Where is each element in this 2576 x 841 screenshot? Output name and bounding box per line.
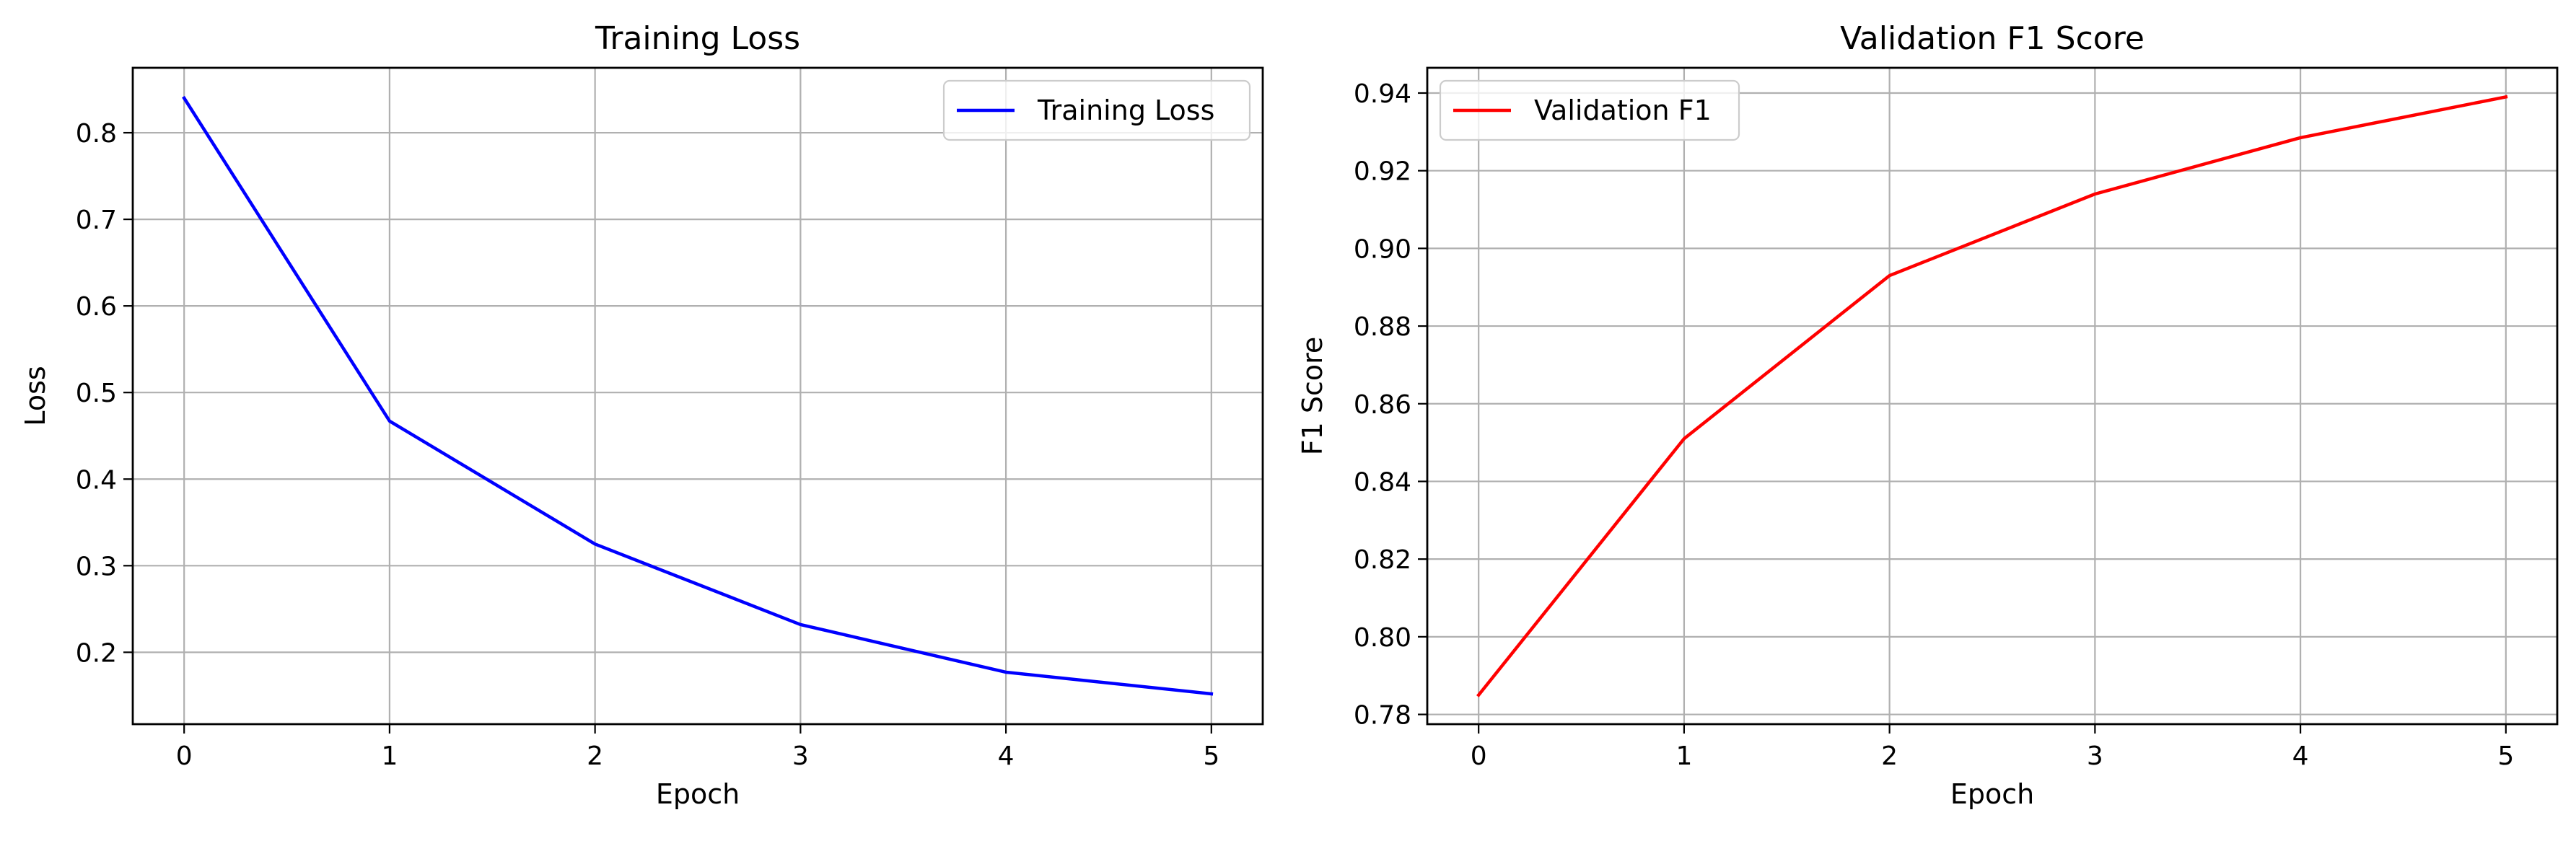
f1-x-tick-label-5: 5 <box>2497 741 2514 771</box>
loss-y-tick-label-4: 0.6 <box>76 292 117 322</box>
validation-f1-chart: 0 1 2 3 4 5 0.78 0.80 0.82 0.84 0.86 0.88 0.90 0.92 0.… <box>1297 20 2559 810</box>
f1-chart-title: Validation F1 Score <box>1840 20 2145 57</box>
f1-x-axis-label: Epoch <box>1950 778 2034 810</box>
f1-series-line-0 <box>1476 94 2508 697</box>
f1-x-tick-label-2: 2 <box>1881 741 1898 771</box>
f1-y-tick-label-0: 0.78 <box>1354 701 1411 731</box>
f1-x-tick-label-1: 1 <box>1675 741 1692 771</box>
f1-y-tick-label-8: 0.94 <box>1354 79 1411 109</box>
loss-chart-title: Training Loss <box>595 20 800 57</box>
loss-x-tick-label-4: 4 <box>998 741 1015 771</box>
f1-x-tick-label-0: 0 <box>1471 741 1487 771</box>
f1-y-axis-label: F1 Score <box>1297 337 1328 456</box>
f1-legend-box <box>1439 79 1740 141</box>
f1-y-tick-label-6: 0.90 <box>1354 234 1411 264</box>
loss-y-tick-label-3: 0.5 <box>76 379 117 408</box>
loss-series-line-0 <box>182 95 1214 696</box>
loss-x-tick-label-3: 3 <box>792 741 809 771</box>
loss-legend-label: Training Loss <box>1037 94 1214 126</box>
f1-legend: Validation F1 <box>1439 79 1740 141</box>
loss-legend-box <box>942 79 1251 141</box>
f1-y-tick-label-1: 0.80 <box>1354 623 1411 653</box>
training-loss-chart: 0 1 2 3 4 5 0.2 0.3 0.4 0.5 0.6 0.7 0.8 Training Loss… <box>19 20 1264 810</box>
loss-legend: Training Loss <box>942 79 1251 141</box>
f1-x-tick-label-3: 3 <box>2087 741 2103 771</box>
loss-x-tick-label-5: 5 <box>1203 741 1219 771</box>
f1-y-tick-label-2: 0.82 <box>1354 545 1411 575</box>
loss-y-tick-label-5: 0.7 <box>76 206 117 235</box>
loss-y-tick-label-6: 0.8 <box>76 119 117 149</box>
loss-x-axis-label: Epoch <box>656 778 740 810</box>
loss-x-tick-label-2: 2 <box>587 741 603 771</box>
f1-y-tick-label-7: 0.92 <box>1354 157 1411 187</box>
f1-y-tick-label-5: 0.88 <box>1354 312 1411 342</box>
loss-y-axis-label: Loss <box>19 366 51 426</box>
loss-plot-frame <box>131 66 1264 726</box>
f1-y-tick-label-4: 0.86 <box>1354 390 1411 420</box>
f1-y-tick-label-3: 0.84 <box>1354 467 1411 497</box>
f1-x-tick-label-4: 4 <box>2292 741 2309 771</box>
f1-plot-frame <box>1426 66 2559 726</box>
loss-y-tick-label-1: 0.3 <box>76 552 117 581</box>
loss-x-tick-label-1: 1 <box>381 741 398 771</box>
f1-legend-label: Validation F1 <box>1534 94 1712 126</box>
loss-y-tick-label-0: 0.2 <box>76 638 117 668</box>
loss-y-tick-label-2: 0.4 <box>76 465 117 495</box>
loss-x-tick-label-0: 0 <box>176 741 193 771</box>
